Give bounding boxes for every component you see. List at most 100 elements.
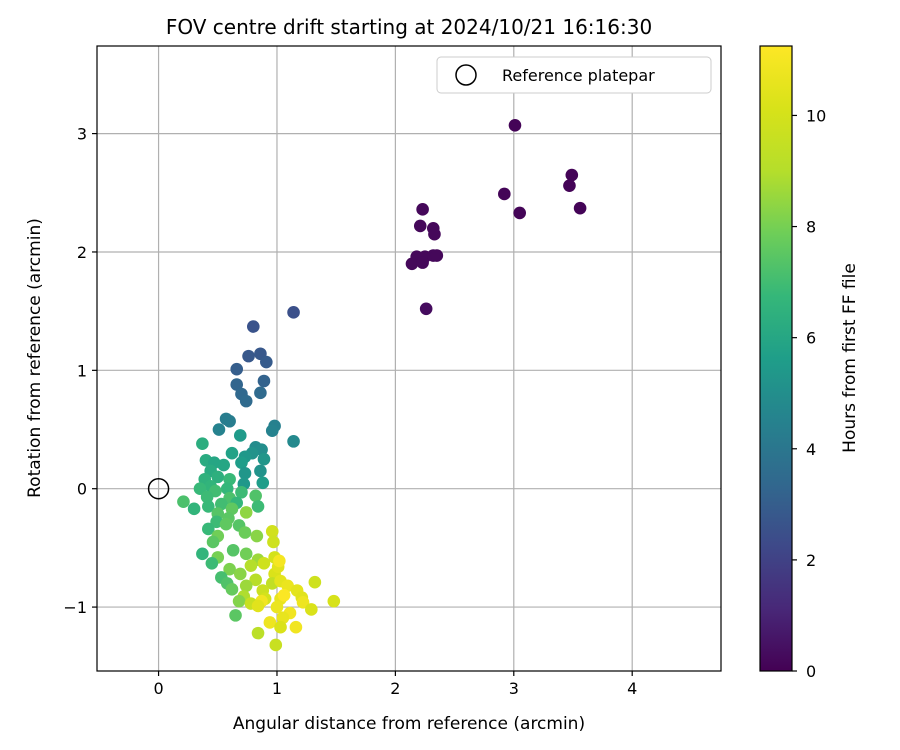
plot-frame	[96, 45, 722, 672]
scatter-point	[225, 502, 239, 516]
x-tick-label: 2	[390, 679, 400, 698]
scatter-point	[202, 500, 215, 513]
scatter-point	[220, 482, 234, 496]
colorbar-tick-label: 8	[806, 218, 816, 237]
plot-area	[97, 46, 721, 671]
scatter-point	[251, 599, 265, 613]
x-axis-ticks: 0 1 2 3 4	[153, 671, 637, 698]
scatter-point	[202, 522, 215, 536]
scatter-point	[239, 579, 253, 593]
y-tick-label: 0	[77, 480, 87, 499]
scatter-point	[242, 349, 255, 363]
scatter-point	[233, 429, 247, 442]
scatter-point	[235, 485, 248, 499]
colorbar-tick-label: 6	[806, 329, 816, 348]
scatter-point	[498, 187, 511, 201]
scatter-point	[200, 490, 214, 504]
scatter-point	[219, 517, 233, 531]
scatter-point	[251, 626, 265, 640]
scatter-point	[265, 525, 279, 538]
legend-marker	[455, 64, 477, 86]
scatter-point	[270, 600, 284, 614]
scatter-point	[257, 374, 271, 388]
x-axis-label: Angular distance from reference (arcmin)	[233, 714, 585, 734]
scatter-point	[508, 119, 522, 132]
y-tick-label: 3	[77, 125, 87, 144]
scatter-point	[273, 554, 286, 568]
scatter-point	[215, 497, 228, 511]
scatter-point	[223, 472, 236, 486]
scatter-point	[196, 437, 209, 451]
y-axis-ticks: −1 0 1 2 3	[63, 125, 97, 617]
scatter-point	[296, 596, 310, 609]
scatter-point	[265, 424, 279, 438]
scatter-point	[250, 529, 264, 543]
x-tick-label: 1	[272, 679, 282, 698]
scatter-point	[255, 443, 268, 456]
scatter-point	[217, 458, 230, 472]
y-axis-label: Rotation from reference (arcmin)	[25, 218, 45, 498]
scatter-point	[249, 573, 262, 587]
legend-box	[436, 56, 712, 94]
scatter-point	[513, 206, 527, 220]
scatter-point	[257, 452, 271, 466]
scatter-point	[212, 423, 226, 436]
colorbar-ticks: 0 2 4 6 8 10	[792, 106, 826, 681]
scatter-point	[223, 414, 236, 428]
scatter-point	[238, 526, 252, 539]
scatter-point	[416, 203, 429, 216]
reference-platepar-marker	[147, 477, 170, 500]
scatter-point	[229, 609, 242, 622]
scatter-point	[260, 355, 273, 369]
scatter-point	[276, 611, 290, 625]
legend: Reference platepar	[436, 56, 712, 94]
colorbar-tick-label: 2	[806, 551, 816, 570]
scatter-point	[428, 227, 441, 241]
legend-label: Reference platepar	[502, 66, 655, 85]
scatter-point	[239, 506, 253, 519]
scatter-point	[563, 179, 576, 192]
y-tick-label: 2	[77, 243, 87, 262]
colorbar-tick-label: 0	[806, 662, 816, 681]
scatter-point	[419, 302, 433, 316]
scatter-point	[267, 535, 280, 549]
scatter-point	[230, 378, 244, 391]
scatter-point	[254, 386, 267, 400]
y-tick-label: 1	[77, 361, 87, 380]
scatter-point	[257, 556, 271, 570]
scatter-point	[235, 456, 248, 469]
scatter-point	[256, 476, 270, 490]
colorbar-gradient	[759, 45, 793, 672]
x-tick-label: 4	[627, 679, 637, 698]
x-tick-label: 0	[153, 679, 163, 698]
scatter-point	[281, 579, 294, 593]
scatter-point	[263, 616, 277, 629]
scatter-point	[413, 219, 427, 233]
scatter-point	[416, 256, 429, 269]
scatter-point	[327, 594, 341, 608]
scatter-point	[430, 249, 444, 262]
scatter-point	[287, 306, 300, 319]
scatter-point	[249, 489, 262, 503]
scatter-point	[205, 556, 219, 570]
colorbar: 0 2 4 6 8 10 Hours from first FF file	[759, 45, 860, 681]
scatter-point	[251, 500, 265, 513]
scatter-point	[193, 482, 207, 496]
scatter-point	[239, 394, 253, 408]
scatter-point	[277, 588, 291, 602]
x-tick-label: 3	[509, 679, 519, 698]
colorbar-label: Hours from first FF file	[840, 263, 860, 453]
scatter-point	[246, 320, 260, 333]
scatter-point	[305, 603, 318, 616]
scatter-point	[211, 470, 225, 484]
scatter-point	[254, 464, 267, 478]
scatter-point	[405, 257, 419, 271]
colorbar-tick-label: 4	[806, 440, 816, 459]
scatter-point	[244, 559, 258, 572]
scatter-point	[573, 201, 587, 215]
scatter-point	[269, 638, 283, 652]
scatter-point	[233, 567, 247, 581]
scatter-point	[232, 594, 246, 608]
scatter-point	[210, 515, 223, 529]
